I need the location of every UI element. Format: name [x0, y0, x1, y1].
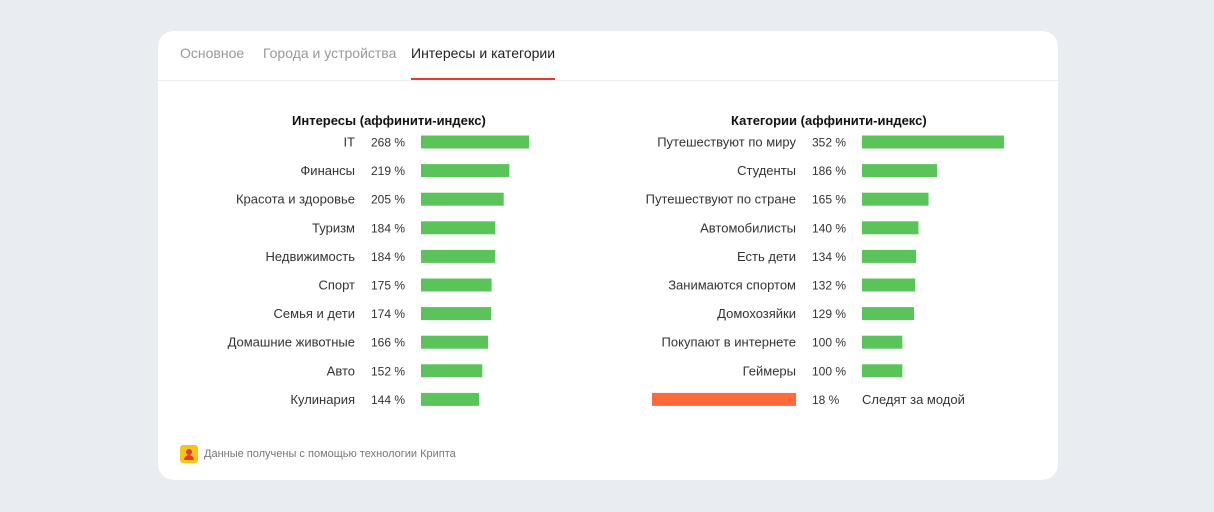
category-value-label: 129 %: [812, 307, 846, 321]
interest-bar: [421, 392, 480, 406]
interest-category-label: Недвижимость: [266, 249, 356, 264]
interest-value-label: 152 %: [371, 364, 405, 378]
interest-category-label: Семья и дети: [274, 306, 355, 321]
audience-card: Основное Города и устройства Интересы и …: [158, 31, 1058, 480]
category-bar: [862, 192, 929, 206]
category-value-label: 100 %: [812, 364, 846, 378]
category-category-label: Студенты: [737, 163, 796, 178]
category-category-label: Геймеры: [743, 363, 796, 378]
category-bar: [862, 135, 1004, 149]
interest-value-label: 144 %: [371, 393, 405, 407]
kripta-logo-icon: [180, 445, 198, 463]
category-bar: [862, 249, 917, 263]
category-value-label: 352 %: [812, 136, 846, 150]
category-bar: [862, 221, 919, 235]
interest-bar: [421, 335, 488, 349]
interest-bar: [421, 135, 530, 149]
interest-bar: [421, 164, 510, 178]
tab-cities-devices[interactable]: Города и устройства: [263, 45, 397, 61]
interests-chart-title: Интересы (аффинити-индекс): [292, 113, 486, 128]
interest-category-label: Домашние животные: [228, 335, 355, 350]
category-bar-highlight: [652, 392, 796, 406]
category-category-label: Путешествуют по миру: [657, 135, 796, 150]
interest-category-label: Красота и здоровье: [236, 192, 355, 207]
interest-category-label: Финансы: [300, 163, 355, 178]
category-category-label: Занимаются спортом: [668, 278, 796, 293]
category-bar: [862, 164, 938, 178]
category-category-label: Есть дети: [737, 249, 796, 264]
footer-text: Данные получены с помощью технологии Кри…: [204, 448, 456, 460]
category-category-label: Домохозяйки: [717, 306, 796, 321]
category-category-label: Покупают в интернете: [662, 335, 796, 350]
interest-category-label: Кулинария: [290, 392, 355, 407]
interest-category-label: Авто: [327, 363, 355, 378]
interest-value-label: 184 %: [371, 250, 405, 264]
category-bar: [862, 335, 903, 349]
category-bar: [862, 278, 916, 292]
category-value-label: 186 %: [812, 164, 846, 178]
category-bar: [862, 307, 915, 321]
category-value-label: 18 %: [812, 393, 840, 407]
tab-bar: Основное Города и устройства Интересы и …: [158, 31, 1058, 81]
interest-value-label: 184 %: [371, 221, 405, 235]
interest-value-label: 205 %: [371, 193, 405, 207]
affinity-charts: IT 268 % Финансы 219 % Красота и здоровье 205…: [228, 135, 1004, 407]
interest-category-label: Туризм: [312, 220, 355, 235]
tab-main[interactable]: Основное: [180, 45, 245, 61]
interest-value-label: 174 %: [371, 307, 405, 321]
category-category-label: Автомобилисты: [700, 220, 796, 235]
categories-chart-title: Категории (аффинити-индекс): [731, 113, 927, 128]
category-value-label: 134 %: [812, 250, 846, 264]
interest-category-label: IT: [343, 135, 355, 150]
interest-bar: [421, 364, 483, 378]
interest-bar: [421, 192, 504, 206]
interest-bar: [421, 249, 496, 263]
footer-note: Данные получены с помощью технологии Кри…: [180, 445, 456, 463]
interest-bar: [421, 307, 492, 321]
category-category-label: Путешествуют по стране: [646, 192, 796, 207]
category-value-label: 165 %: [812, 193, 846, 207]
interest-category-label: Спорт: [318, 278, 355, 293]
category-bar: [862, 364, 903, 378]
tab-interests-categories[interactable]: Интересы и категории: [411, 45, 556, 80]
category-value-label: 100 %: [812, 336, 846, 350]
interest-bar: [421, 278, 492, 292]
interest-value-label: 166 %: [371, 336, 405, 350]
category-category-label: Следят за модой: [862, 392, 965, 407]
category-value-label: 132 %: [812, 279, 846, 293]
category-value-label: 140 %: [812, 221, 846, 235]
interest-value-label: 175 %: [371, 279, 405, 293]
interest-value-label: 268 %: [371, 136, 405, 150]
interest-bar: [421, 221, 496, 235]
interest-value-label: 219 %: [371, 164, 405, 178]
